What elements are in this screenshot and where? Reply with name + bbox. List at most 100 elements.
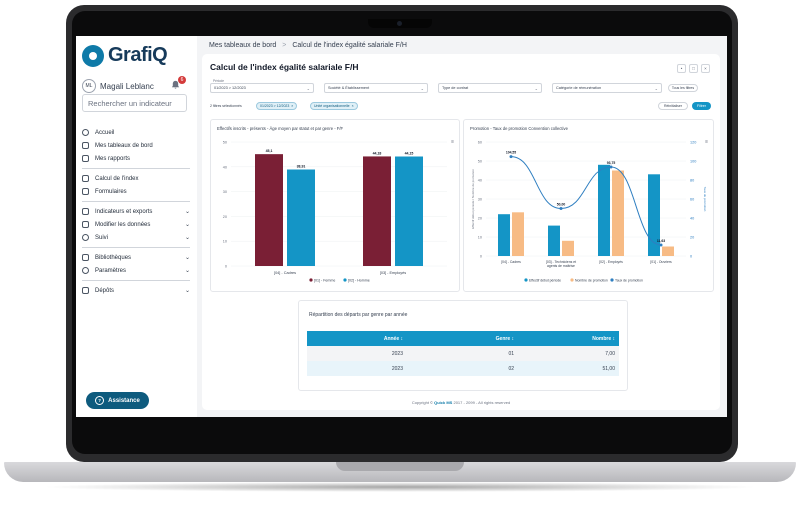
bar xyxy=(363,156,391,266)
footer-rights: 2017 - 2099 - All rights reserved xyxy=(453,400,511,405)
table-title: Répartition des départs par genre par an… xyxy=(309,312,408,318)
y-tick-label: 30 xyxy=(478,198,482,202)
company-select[interactable]: Société & Établissement ⌄ xyxy=(324,83,428,93)
bar-line-chart-promotion: 0 10 20 30 40 50 60 0 20 40 60 80 100 120 Effectif déb… xyxy=(471,141,707,283)
chevron-down-icon: ⌄ xyxy=(654,85,658,91)
footer-brand[interactable]: Quick MS xyxy=(434,400,453,405)
table-cell: 51,00 xyxy=(524,361,619,376)
table-row[interactable]: 2023 02 51,00 xyxy=(307,361,619,376)
sidebar-item-modifier[interactable]: Modifier les données ⌄ xyxy=(82,218,190,231)
bar-chart-effectifs: 0 10 20 30 40 50 45,1 38,91 [04] - Cadres 44,18 44… xyxy=(223,141,447,282)
sidebar-item-label: Calcul de l'index xyxy=(95,175,139,182)
user-info[interactable]: ML Magali Leblanc xyxy=(82,79,154,93)
y-tick-label: 10 xyxy=(223,240,227,244)
sidebar-item-label: Modifier les données xyxy=(95,221,151,228)
legend-marker xyxy=(524,278,528,282)
x-tick-label: [03] - Employés xyxy=(380,271,406,275)
all-filters-button[interactable]: Tous les filtres xyxy=(668,84,698,92)
y-tick-label: 50 xyxy=(223,141,227,145)
report-icon xyxy=(82,155,89,162)
data-label: 50,00 xyxy=(557,203,566,207)
y2-tick-label: 60 xyxy=(690,198,694,202)
sidebar-nav: Accueil Mes tableaux de bord Mes rapport… xyxy=(82,126,190,297)
sidebar-item-formulaires[interactable]: Formulaires xyxy=(82,185,190,198)
x-tick-label: [01] - Ouvriers xyxy=(650,260,672,264)
legend-label: [02] - Homme xyxy=(348,278,370,282)
apply-filter-button[interactable]: Filtrer xyxy=(692,102,711,110)
sidebar-item-tableaux[interactable]: Mes tableaux de bord xyxy=(82,139,190,152)
filter-chip-period[interactable]: 01/2023 > 12/2023 × xyxy=(256,102,298,110)
contract-placeholder: Type de contrat xyxy=(442,86,469,90)
sidebar-item-depots[interactable]: Dépôts ⌄ xyxy=(82,284,190,297)
remuneration-select[interactable]: Catégorie de rémunération ⌄ xyxy=(552,83,662,93)
x-tick-label: [02] - Employés xyxy=(599,260,623,264)
bar xyxy=(548,225,560,256)
legend-marker xyxy=(570,278,574,282)
contract-select[interactable]: Type de contrat ⌄ xyxy=(438,83,542,93)
sidebar-item-label: Suivi xyxy=(95,234,109,241)
close-icon[interactable]: × xyxy=(701,64,710,73)
sidebar-item-label: Mes tableaux de bord xyxy=(95,142,153,149)
sidebar-item-calcul-index[interactable]: Calcul de l'index xyxy=(82,172,190,185)
line-point xyxy=(559,207,563,210)
legend-label: [01] - Femme xyxy=(314,278,335,282)
divider xyxy=(82,201,190,202)
bar xyxy=(512,212,524,256)
dashboard-icon xyxy=(82,142,89,149)
y-tick-label: 40 xyxy=(223,165,227,169)
expand-icon[interactable]: □ xyxy=(689,64,698,73)
table-header-nombre[interactable]: Nombre ↕ xyxy=(524,331,619,346)
y-tick-label: 40 xyxy=(478,179,482,183)
follow-icon xyxy=(82,234,89,241)
chevron-down-icon: ⌄ xyxy=(184,255,190,261)
table-cell: 7,00 xyxy=(524,346,619,361)
sidebar-item-accueil[interactable]: Accueil xyxy=(82,126,190,139)
edit-data-icon xyxy=(82,221,89,228)
deposit-icon xyxy=(82,287,89,294)
table-header-annee[interactable]: Année ↕ xyxy=(307,331,413,346)
footer-copyright: Copyright © xyxy=(411,400,433,405)
library-icon xyxy=(82,254,89,261)
notification-badge: 6 xyxy=(178,76,186,84)
y-tick-label: 0 xyxy=(480,255,482,259)
sidebar-item-indicateurs[interactable]: Indicateurs et exports ⌄ xyxy=(82,205,190,218)
assistance-button[interactable]: ? Assistance xyxy=(86,392,149,409)
sidebar-item-suivi[interactable]: Suivi ⌄ xyxy=(82,231,190,244)
table-cell: 01 xyxy=(413,346,524,361)
sidebar-item-parametres[interactable]: Paramètres ⌄ xyxy=(82,264,190,277)
line-point xyxy=(609,165,613,169)
data-label: 11,63 xyxy=(657,239,665,243)
app-logo[interactable]: GrafiQ xyxy=(82,44,168,67)
y2-tick-label: 120 xyxy=(690,141,696,145)
y-axis-label: Effectif début période / Nombre de promo… xyxy=(471,169,475,229)
help-icon: ? xyxy=(95,396,105,405)
legend-marker xyxy=(343,278,347,282)
filter-chip-unit[interactable]: Unité organisationnelle × xyxy=(310,102,358,110)
menu-icon[interactable]: ≡ xyxy=(451,139,454,145)
pin-icon[interactable]: • xyxy=(677,64,686,73)
bar xyxy=(662,246,674,256)
table-header-genre[interactable]: Genre ↕ xyxy=(413,331,524,346)
sidebar-item-bibliotheques[interactable]: Bibliothèques ⌄ xyxy=(82,251,190,264)
close-icon[interactable]: × xyxy=(351,104,354,108)
period-select[interactable]: 01/2023 > 12/2023 ⌄ xyxy=(210,83,314,93)
sidebar-item-rapports[interactable]: Mes rapports xyxy=(82,152,190,165)
table-panel-departs: Répartition des départs par genre par an… xyxy=(298,300,628,391)
search-input[interactable]: Rechercher un indicateur xyxy=(82,94,187,112)
bell-icon[interactable] xyxy=(171,80,181,90)
assistance-label: Assistance xyxy=(108,397,140,404)
bar xyxy=(648,174,660,256)
bar xyxy=(255,154,283,266)
line-point xyxy=(509,155,513,159)
chevron-down-icon: ⌄ xyxy=(184,235,190,241)
reset-button[interactable]: Réinitialiser xyxy=(658,102,688,110)
table-row[interactable]: 2023 01 7,00 xyxy=(307,346,619,361)
table-header-row: Année ↕ Genre ↕ Nombre ↕ xyxy=(307,331,619,346)
breadcrumb-root[interactable]: Mes tableaux de bord xyxy=(209,42,277,49)
form-icon xyxy=(82,188,89,195)
breadcrumb: Mes tableaux de bord > Calcul de l'index… xyxy=(209,42,407,49)
menu-icon[interactable]: ≡ xyxy=(705,139,708,145)
user-name: Magali Leblanc xyxy=(100,81,154,91)
y-tick-label: 0 xyxy=(225,265,227,269)
close-icon[interactable]: × xyxy=(291,104,294,108)
